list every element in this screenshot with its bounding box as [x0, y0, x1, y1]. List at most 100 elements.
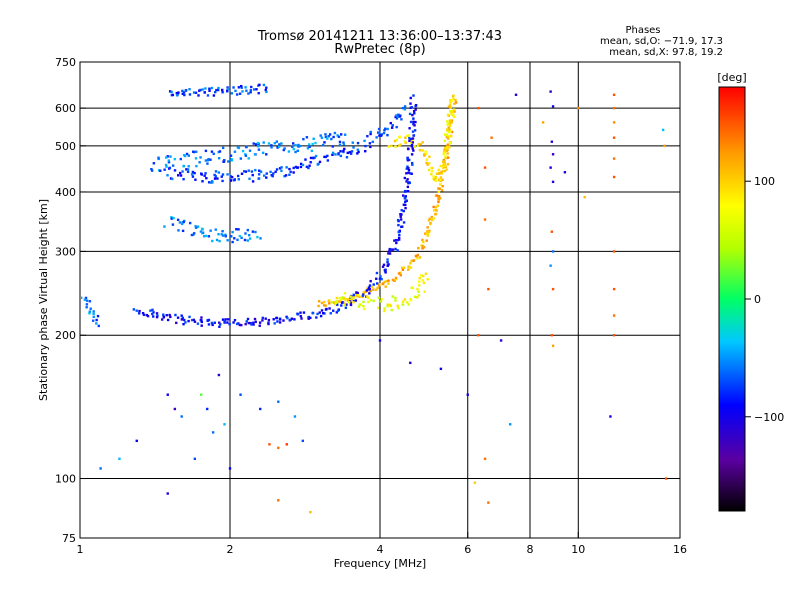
- data-point: [323, 141, 326, 144]
- data-point: [403, 196, 407, 200]
- data-point: [421, 279, 424, 282]
- data-point: [342, 141, 345, 144]
- data-point: [406, 165, 409, 168]
- data-point: [95, 318, 98, 322]
- data-point: [368, 287, 371, 291]
- data-point: [277, 499, 280, 502]
- data-point: [204, 87, 207, 90]
- data-point: [450, 130, 454, 134]
- data-point: [405, 199, 408, 203]
- data-point: [401, 300, 405, 303]
- data-point: [449, 101, 452, 104]
- data-point: [612, 136, 616, 139]
- data-point: [380, 297, 383, 301]
- data-point: [274, 170, 277, 173]
- data-point: [367, 300, 370, 304]
- data-point: [196, 225, 200, 228]
- data-point: [399, 143, 402, 146]
- data-point: [386, 127, 389, 131]
- data-point: [283, 175, 286, 178]
- data-point: [250, 85, 253, 89]
- data-point: [285, 443, 288, 446]
- data-point: [375, 136, 378, 139]
- data-point: [433, 178, 436, 181]
- data-point: [612, 106, 616, 110]
- data-point: [199, 230, 203, 233]
- data-point: [422, 274, 425, 278]
- data-point: [397, 272, 401, 275]
- data-point: [221, 179, 224, 183]
- data-point: [440, 170, 443, 173]
- data-point: [449, 135, 453, 138]
- data-point: [409, 262, 412, 265]
- data-point: [194, 91, 198, 95]
- data-point: [377, 296, 380, 299]
- data-point: [403, 108, 407, 111]
- data-point: [247, 321, 250, 325]
- data-point: [391, 124, 394, 127]
- data-point: [226, 321, 229, 324]
- data-point: [243, 238, 247, 242]
- data-point: [427, 168, 431, 172]
- data-point: [425, 161, 428, 165]
- data-point: [314, 141, 317, 145]
- data-point: [229, 154, 233, 157]
- data-point: [362, 291, 365, 294]
- data-point: [232, 321, 235, 324]
- data-point: [438, 187, 442, 190]
- data-point: [183, 154, 187, 158]
- data-point: [414, 254, 418, 258]
- data-point: [188, 315, 191, 319]
- data-point: [420, 244, 423, 247]
- data-point: [483, 166, 487, 169]
- data-point: [291, 145, 294, 149]
- data-point: [230, 175, 234, 179]
- data-point: [403, 105, 407, 108]
- data-point: [344, 306, 348, 309]
- data-point: [199, 88, 202, 92]
- data-point: [254, 143, 258, 146]
- data-point: [138, 309, 141, 313]
- data-point: [200, 320, 204, 324]
- data-point: [416, 257, 419, 260]
- data-point: [208, 87, 211, 90]
- data-point: [356, 152, 359, 155]
- data-point: [487, 501, 490, 504]
- data-point: [223, 158, 226, 162]
- data-point: [320, 309, 324, 312]
- data-point: [332, 309, 335, 312]
- x-tick-label: 4: [377, 543, 384, 556]
- data-point: [349, 295, 352, 298]
- data-point: [366, 134, 369, 138]
- data-point: [612, 287, 616, 291]
- data-point: [177, 229, 180, 232]
- data-point: [405, 167, 408, 170]
- data-point: [230, 92, 234, 95]
- data-point: [308, 143, 311, 146]
- data-point: [250, 170, 254, 173]
- data-point: [400, 118, 403, 121]
- data-point: [577, 106, 580, 110]
- data-point: [380, 277, 383, 281]
- data-point: [210, 321, 214, 325]
- data-point: [449, 141, 452, 145]
- data-point: [248, 237, 252, 240]
- data-point: [391, 278, 395, 282]
- data-point: [292, 171, 295, 174]
- data-point: [379, 134, 383, 137]
- data-point: [405, 301, 409, 304]
- data-point: [180, 318, 184, 321]
- data-point: [262, 141, 265, 144]
- data-point: [416, 253, 419, 257]
- data-point: [194, 157, 198, 160]
- data-point: [331, 153, 334, 157]
- data-point: [346, 151, 349, 155]
- data-point: [185, 152, 189, 156]
- data-point: [339, 150, 342, 153]
- data-point: [232, 86, 235, 89]
- data-point: [212, 152, 215, 156]
- data-point: [253, 317, 257, 321]
- data-point: [194, 225, 197, 228]
- data-point: [301, 163, 305, 167]
- data-point: [349, 303, 353, 307]
